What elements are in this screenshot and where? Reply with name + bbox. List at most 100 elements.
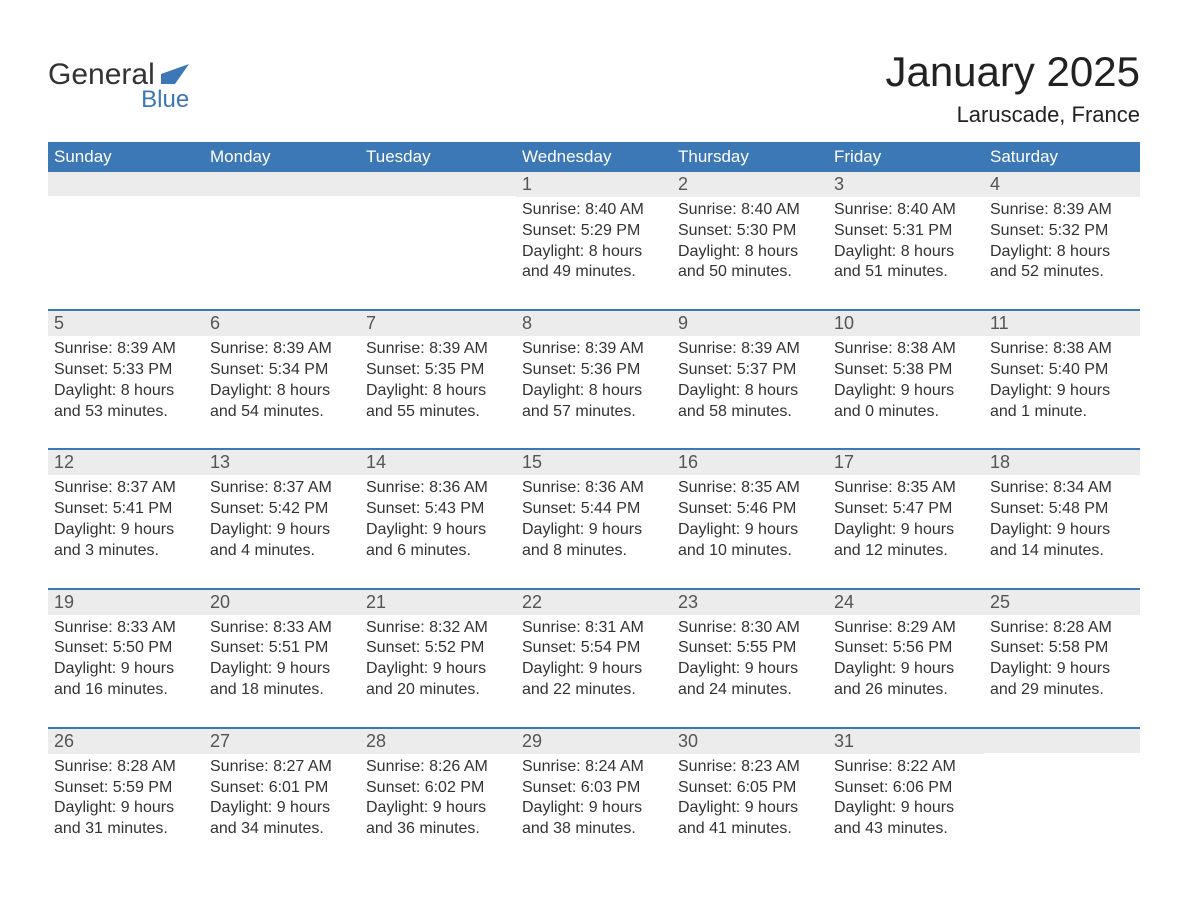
daylight-line-1: Daylight: 8 hours (678, 381, 822, 402)
page-location: Laruscade, France (885, 102, 1140, 128)
sunrise-line: Sunrise: 8:36 AM (522, 478, 666, 499)
sunrise-line: Sunrise: 8:33 AM (54, 618, 198, 639)
day-cell: 21Sunrise: 8:32 AMSunset: 5:52 PMDayligh… (360, 590, 516, 727)
daylight-line-2: and 14 minutes. (990, 541, 1134, 562)
daylight-line-2: and 4 minutes. (210, 541, 354, 562)
day-info: Sunrise: 8:30 AMSunset: 5:55 PMDaylight:… (678, 618, 822, 701)
sunset-line: Sunset: 5:38 PM (834, 360, 978, 381)
day-number: 1 (516, 172, 672, 197)
daylight-line-2: and 1 minute. (990, 402, 1134, 423)
weekday-col: Thursday (672, 142, 828, 172)
logo-text: General Blue (48, 58, 189, 112)
day-number: 25 (984, 590, 1140, 615)
day-number: 10 (828, 311, 984, 336)
daylight-line-2: and 20 minutes. (366, 680, 510, 701)
sunset-line: Sunset: 5:36 PM (522, 360, 666, 381)
day-cell: 19Sunrise: 8:33 AMSunset: 5:50 PMDayligh… (48, 590, 204, 727)
logo-word-general: General (48, 58, 155, 91)
weekday-col: Monday (204, 142, 360, 172)
sunset-line: Sunset: 6:06 PM (834, 778, 978, 799)
sunrise-line: Sunrise: 8:35 AM (678, 478, 822, 499)
week-row: 26Sunrise: 8:28 AMSunset: 5:59 PMDayligh… (48, 727, 1140, 866)
daylight-line-2: and 50 minutes. (678, 262, 822, 283)
day-number: 11 (984, 311, 1140, 336)
sunset-line: Sunset: 5:33 PM (54, 360, 198, 381)
day-number: 6 (204, 311, 360, 336)
daylight-line-2: and 54 minutes. (210, 402, 354, 423)
sunset-line: Sunset: 5:56 PM (834, 638, 978, 659)
daylight-line-1: Daylight: 8 hours (210, 381, 354, 402)
day-number: 24 (828, 590, 984, 615)
daylight-line-1: Daylight: 9 hours (678, 659, 822, 680)
day-info: Sunrise: 8:36 AMSunset: 5:43 PMDaylight:… (366, 478, 510, 561)
day-number: 23 (672, 590, 828, 615)
sunrise-line: Sunrise: 8:29 AM (834, 618, 978, 639)
day-number: 27 (204, 729, 360, 754)
sunrise-line: Sunrise: 8:31 AM (522, 618, 666, 639)
day-number: 2 (672, 172, 828, 197)
day-number: 30 (672, 729, 828, 754)
day-info: Sunrise: 8:37 AMSunset: 5:41 PMDaylight:… (54, 478, 198, 561)
day-number: 12 (48, 450, 204, 475)
daylight-line-2: and 29 minutes. (990, 680, 1134, 701)
day-cell: 4Sunrise: 8:39 AMSunset: 5:32 PMDaylight… (984, 172, 1140, 309)
daylight-line-2: and 38 minutes. (522, 819, 666, 840)
day-cell: 23 Sunrise: 8:30 AMSunset: 5:55 PMDayligh… (672, 590, 828, 727)
day-info: Sunrise: 8:40 AMSunset: 5:31 PMDaylight:… (834, 200, 978, 283)
daylight-line-1: Daylight: 9 hours (990, 520, 1134, 541)
sunrise-line: Sunrise: 8:27 AM (210, 757, 354, 778)
sunrise-line: Sunrise: 8:39 AM (678, 339, 822, 360)
daylight-line-1: Daylight: 9 hours (834, 659, 978, 680)
daylight-line-1: Daylight: 9 hours (210, 520, 354, 541)
daylight-line-2: and 8 minutes. (522, 541, 666, 562)
daylight-line-2: and 41 minutes. (678, 819, 822, 840)
day-number: 20 (204, 590, 360, 615)
calendar: Sunday Monday Tuesday Wednesday Thursday… (48, 142, 1140, 866)
daylight-line-1: Daylight: 9 hours (678, 520, 822, 541)
day-number: 4 (984, 172, 1140, 197)
day-number: 13 (204, 450, 360, 475)
daylight-line-1: Daylight: 8 hours (522, 242, 666, 263)
daylight-line-1: Daylight: 9 hours (990, 381, 1134, 402)
daylight-line-2: and 49 minutes. (522, 262, 666, 283)
day-info: Sunrise: 8:29 AMSunset: 5:56 PMDaylight:… (834, 618, 978, 701)
sunrise-line: Sunrise: 8:30 AM (678, 618, 822, 639)
daylight-line-2: and 24 minutes. (678, 680, 822, 701)
sunset-line: Sunset: 5:37 PM (678, 360, 822, 381)
day-cell: 17Sunrise: 8:35 AMSunset: 5:47 PMDayligh… (828, 450, 984, 587)
daylight-line-1: Daylight: 9 hours (522, 520, 666, 541)
day-info: Sunrise: 8:34 AMSunset: 5:48 PMDaylight:… (990, 478, 1134, 561)
day-number: 8 (516, 311, 672, 336)
day-number: 15 (516, 450, 672, 475)
day-cell: 6Sunrise: 8:39 AMSunset: 5:34 PMDaylight… (204, 311, 360, 448)
daylight-line-2: and 53 minutes. (54, 402, 198, 423)
sunset-line: Sunset: 5:31 PM (834, 221, 978, 242)
day-info: Sunrise: 8:28 AMSunset: 5:59 PMDaylight:… (54, 757, 198, 840)
sunset-line: Sunset: 5:59 PM (54, 778, 198, 799)
sunset-line: Sunset: 5:42 PM (210, 499, 354, 520)
day-number (48, 172, 204, 196)
sunset-line: Sunset: 5:48 PM (990, 499, 1134, 520)
day-cell: 7Sunrise: 8:39 AMSunset: 5:35 PMDaylight… (360, 311, 516, 448)
day-info: Sunrise: 8:26 AMSunset: 6:02 PMDaylight:… (366, 757, 510, 840)
day-number: 29 (516, 729, 672, 754)
daylight-line-2: and 57 minutes. (522, 402, 666, 423)
day-number (204, 172, 360, 196)
day-cell: 18Sunrise: 8:34 AMSunset: 5:48 PMDayligh… (984, 450, 1140, 587)
daylight-line-1: Daylight: 8 hours (678, 242, 822, 263)
week-row: 19Sunrise: 8:33 AMSunset: 5:50 PMDayligh… (48, 588, 1140, 727)
daylight-line-1: Daylight: 9 hours (366, 659, 510, 680)
day-cell: 22Sunrise: 8:31 AMSunset: 5:54 PMDayligh… (516, 590, 672, 727)
daylight-line-2: and 43 minutes. (834, 819, 978, 840)
sunrise-line: Sunrise: 8:34 AM (990, 478, 1134, 499)
daylight-line-1: Daylight: 9 hours (366, 798, 510, 819)
sunrise-line: Sunrise: 8:26 AM (366, 757, 510, 778)
sunrise-line: Sunrise: 8:37 AM (210, 478, 354, 499)
weekday-col: Friday (828, 142, 984, 172)
day-info: Sunrise: 8:31 AMSunset: 5:54 PMDaylight:… (522, 618, 666, 701)
day-info: Sunrise: 8:28 AMSunset: 5:58 PMDaylight:… (990, 618, 1134, 701)
sunrise-line: Sunrise: 8:39 AM (54, 339, 198, 360)
page-title: January 2025 (885, 48, 1140, 96)
day-info: Sunrise: 8:23 AMSunset: 6:05 PMDaylight:… (678, 757, 822, 840)
sunrise-line: Sunrise: 8:39 AM (522, 339, 666, 360)
